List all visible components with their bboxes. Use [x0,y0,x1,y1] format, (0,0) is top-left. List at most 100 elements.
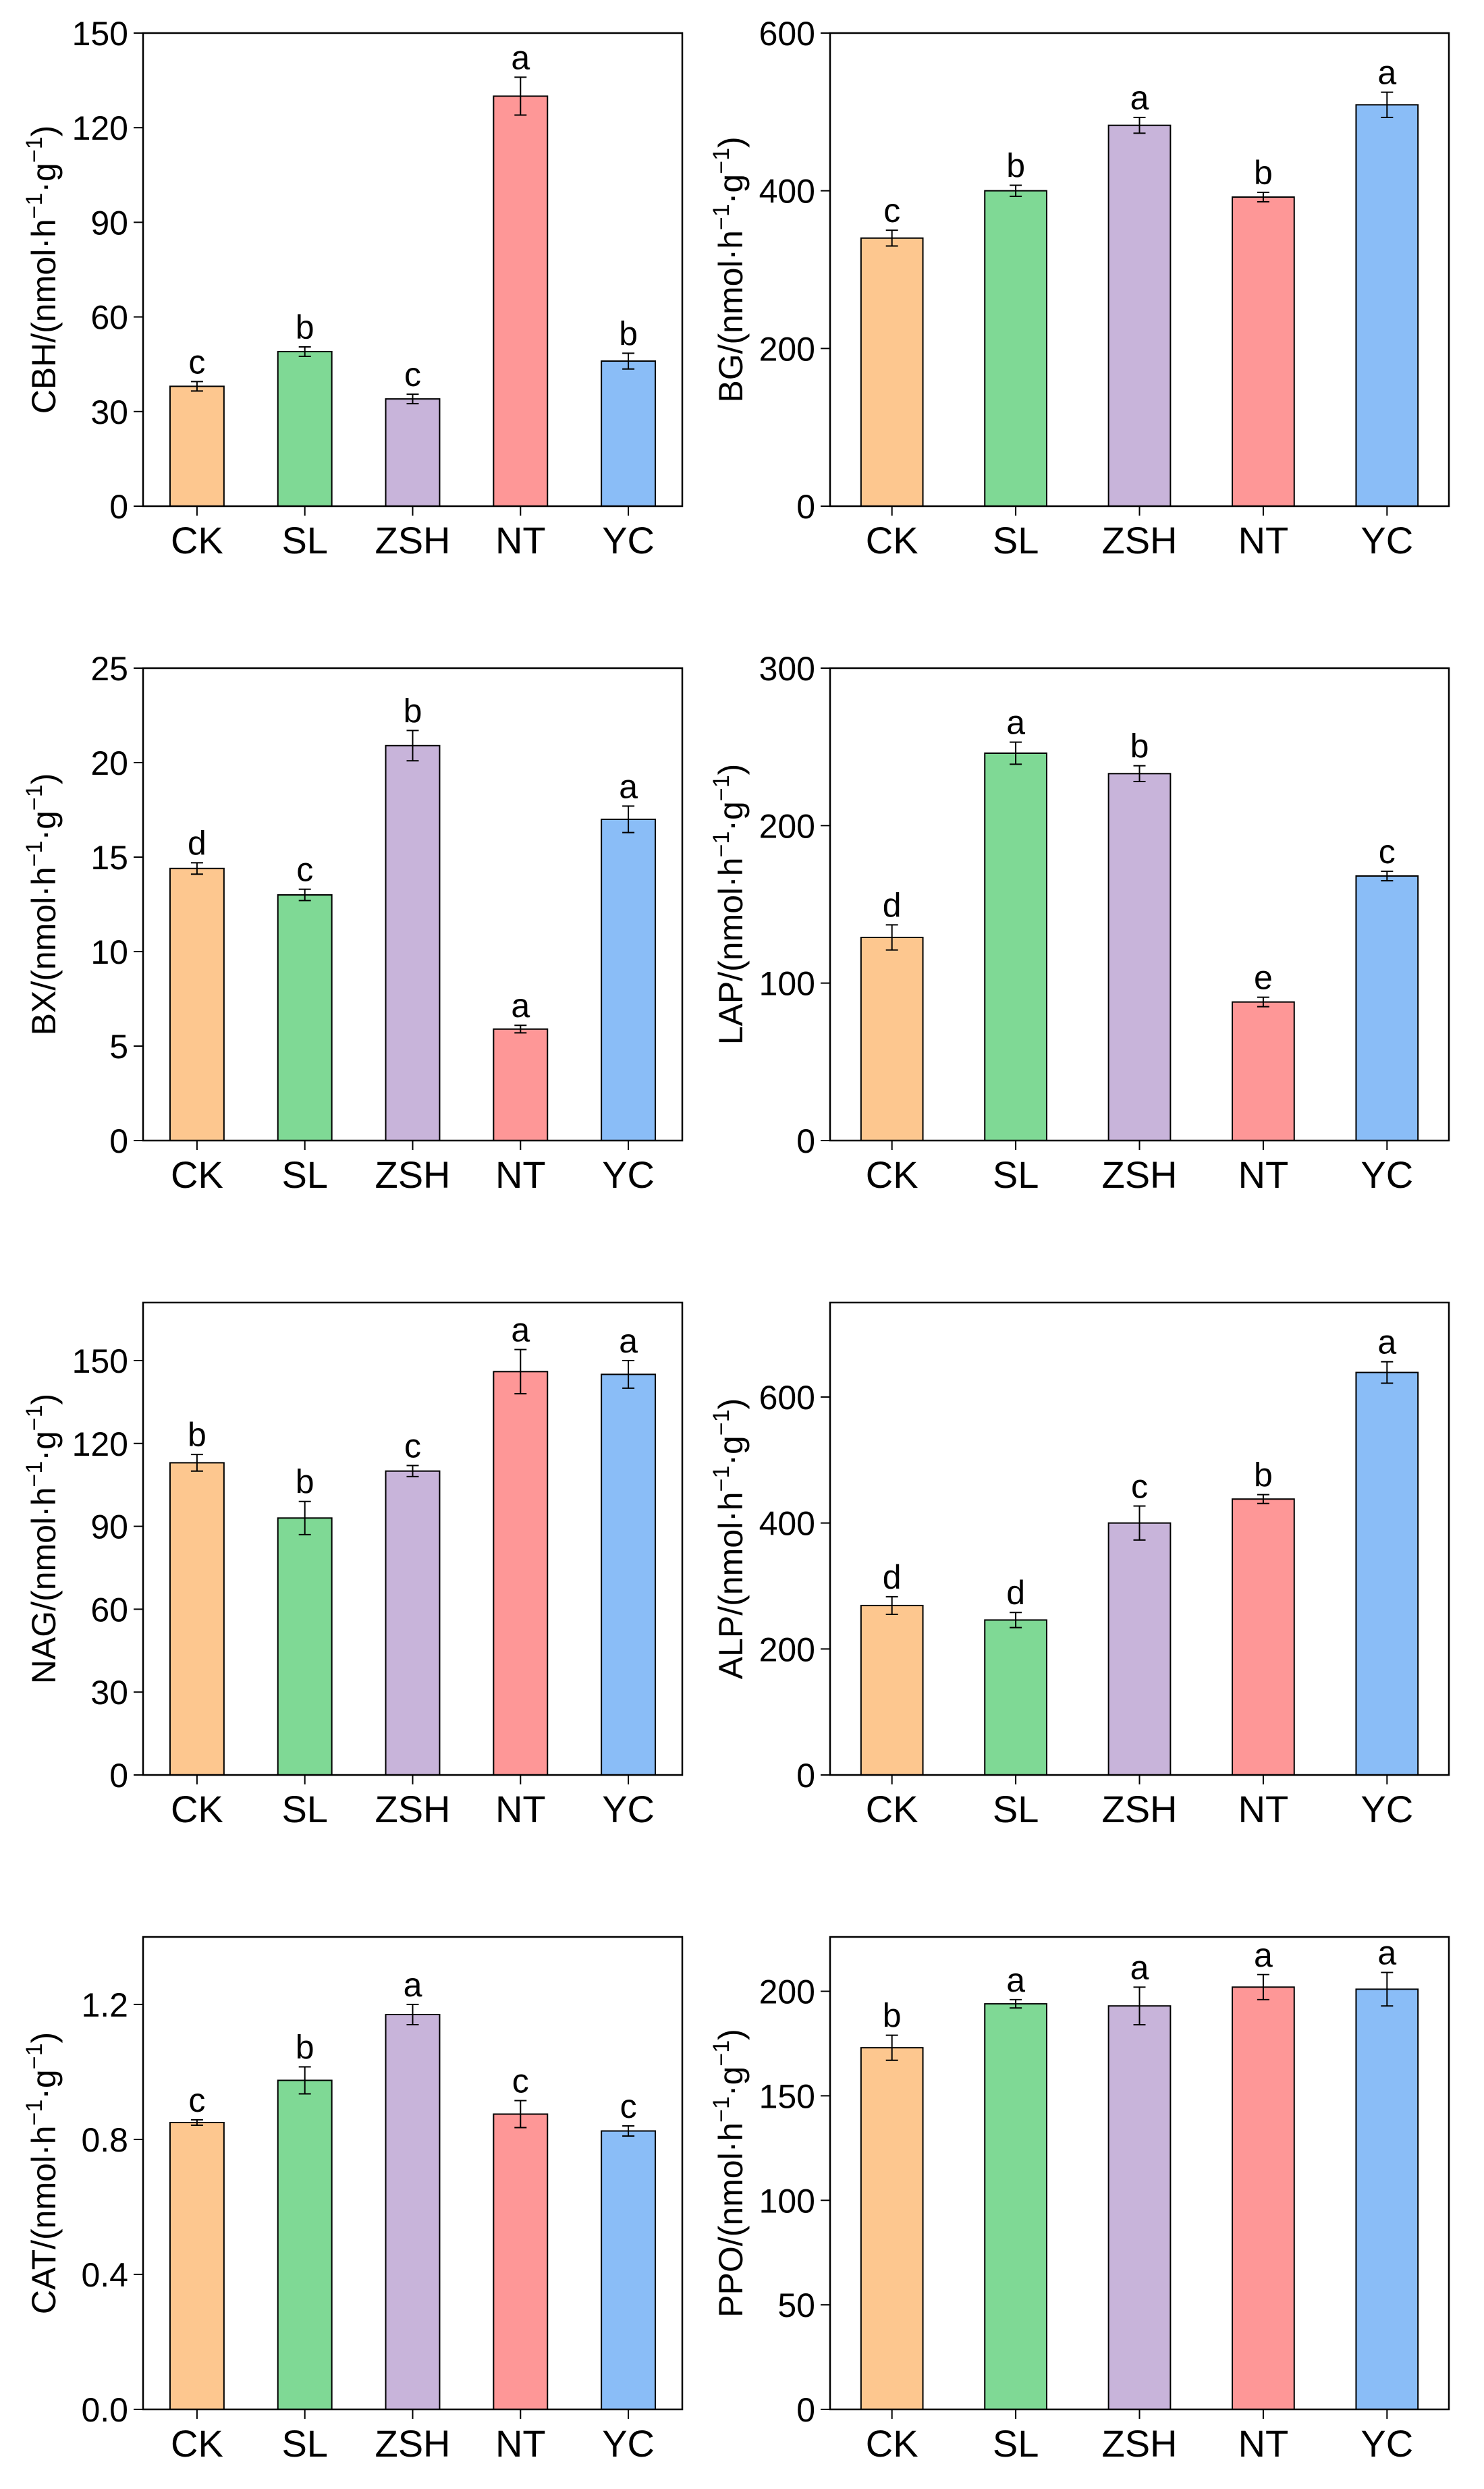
y-axis-label: BX/(nmol·h−1·g−1) [22,773,63,1036]
plot-frame [142,32,684,508]
significance-letter-nt: a [511,1311,530,1349]
x-tick-label-ck: CK [171,1153,223,1196]
bar-nt [1232,1001,1295,1141]
x-tick-label-sl: SL [993,2422,1039,2465]
plot-frame [142,1936,684,2411]
error-bar-zsh [1133,765,1146,782]
error-bar-zsh [1133,117,1146,134]
y-tick-label: 150 [72,1342,128,1380]
y-tick-label: 120 [72,1425,128,1463]
error-bar-yc [1381,871,1394,881]
y-tick-label: 90 [90,1508,128,1546]
error-bar-ck [190,1454,203,1472]
bar-ck [860,2047,924,2410]
bar-yc [601,1373,657,1776]
error-bar-zsh [406,1465,419,1477]
significance-letter-zsh: a [404,1966,422,2004]
significance-letter-sl: b [1006,146,1025,184]
significance-letter-yc: b [619,314,638,352]
bar-yc [601,360,657,507]
x-tick-label-nt: NT [495,2422,546,2465]
y-tick-label: 0 [796,1757,815,1795]
error-bar-ck [885,1595,898,1615]
y-tick-label: 0 [109,488,128,526]
plot-frame [829,1936,1450,2411]
error-bar-yc [622,805,635,833]
x-tick-label-sl: SL [281,1788,328,1830]
bar-yc [1355,1371,1419,1776]
x-tick-label-ck: CK [171,519,223,562]
significance-letter-zsh: b [404,692,422,730]
x-tick-label-nt: NT [1238,519,1289,562]
error-bar-sl [298,2066,311,2095]
significance-letter-yc: a [619,1322,638,1360]
y-tick-label: 30 [90,1674,128,1712]
error-bar-sl [1010,1998,1022,2009]
y-tick-label: 300 [759,650,815,688]
significance-letter-yc: c [620,2087,637,2125]
bar-nt [493,1028,549,1142]
y-axis-label: BG/(nmol·h−1·g−1) [709,136,750,402]
error-bar-nt [514,1024,527,1034]
x-tick-label-ck: CK [171,1788,223,1830]
x-tick-label-ck: CK [866,1788,918,1830]
x-tick-label-zsh: ZSH [1102,2422,1178,2465]
bar-yc [1355,104,1419,507]
error-bar-ck [190,381,203,392]
y-tick-label: 0 [109,1122,128,1160]
bar-nt [493,95,549,507]
x-tick-label-yc: YC [602,1153,655,1196]
x-tick-label-ck: CK [866,519,918,562]
x-tick-label-nt: NT [495,519,546,562]
error-bar-yc [1381,91,1394,119]
significance-letter-nt: b [1254,1456,1273,1494]
significance-letter-sl: b [296,1463,314,1501]
y-tick-label: 1.2 [81,1986,128,2024]
bar-yc [1355,1988,1419,2410]
x-tick-label-zsh: ZSH [1102,1788,1178,1830]
y-tick-label: 0.4 [81,2256,128,2294]
error-bar-zsh [1133,1505,1146,1541]
significance-letter-yc: a [1377,1934,1396,1972]
bar-sl [984,1619,1047,1776]
error-bar-ck [190,862,203,875]
plot-frame [829,1301,1450,1776]
bar-zsh [1107,2005,1172,2410]
x-tick-label-zsh: ZSH [375,1788,451,1830]
bar-sl [277,894,333,1141]
x-tick-label-sl: SL [993,1788,1039,1830]
error-bar-yc [622,352,635,370]
y-axis-label: CBH/(nmol·h−1·g−1) [22,126,63,414]
significance-letter-zsh: c [1131,1467,1148,1505]
error-bar-nt [514,76,527,116]
x-tick-label-nt: NT [495,1153,546,1196]
y-axis-label: NAG/(nmol·h−1·g−1) [22,1394,63,1684]
bar-nt [493,2113,549,2410]
y-tick-label: 0.0 [81,2391,128,2429]
significance-letter-zsh: c [404,356,421,393]
bar-sl [984,753,1047,1141]
y-tick-label: 30 [90,393,128,431]
error-bar-nt [514,1348,527,1395]
y-tick-label: 5 [109,1028,128,1066]
significance-letter-ck: c [883,192,900,229]
x-tick-label-sl: SL [993,519,1039,562]
bar-sl [984,2003,1047,2410]
x-tick-label-nt: NT [1238,2422,1289,2465]
y-tick-label: 600 [759,15,815,53]
chart-panel-7: c CK b SL a ZSH c NT c YC 0.0 0.4 0.8 1.2 CAT/(nmol·h−… [22,1936,684,2465]
bar-ck [169,385,225,507]
y-tick-label: 100 [759,965,815,1003]
y-axis-label: LAP/(nmol·h−1·g−1) [709,764,750,1045]
error-bar-ck [885,229,898,247]
y-tick-label: 200 [759,1973,815,2011]
bar-yc [601,2130,657,2410]
chart-panel-4: d CK a SL b ZSH e NT c YC 0 100 200 300 LAP/(nmol·h−1·… [709,650,1450,1196]
error-bar-nt [1257,1494,1269,1504]
bar-yc [601,819,657,1141]
significance-letter-sl: b [296,2029,314,2067]
x-tick-label-zsh: ZSH [375,2422,451,2465]
chart-panel-8: b CK a SL a ZSH a NT a YC 0 50 100 150 200PPO/(nmol·h−… [709,1934,1450,2465]
x-tick-label-nt: NT [495,1788,546,1830]
y-tick-label: 60 [90,1591,128,1629]
